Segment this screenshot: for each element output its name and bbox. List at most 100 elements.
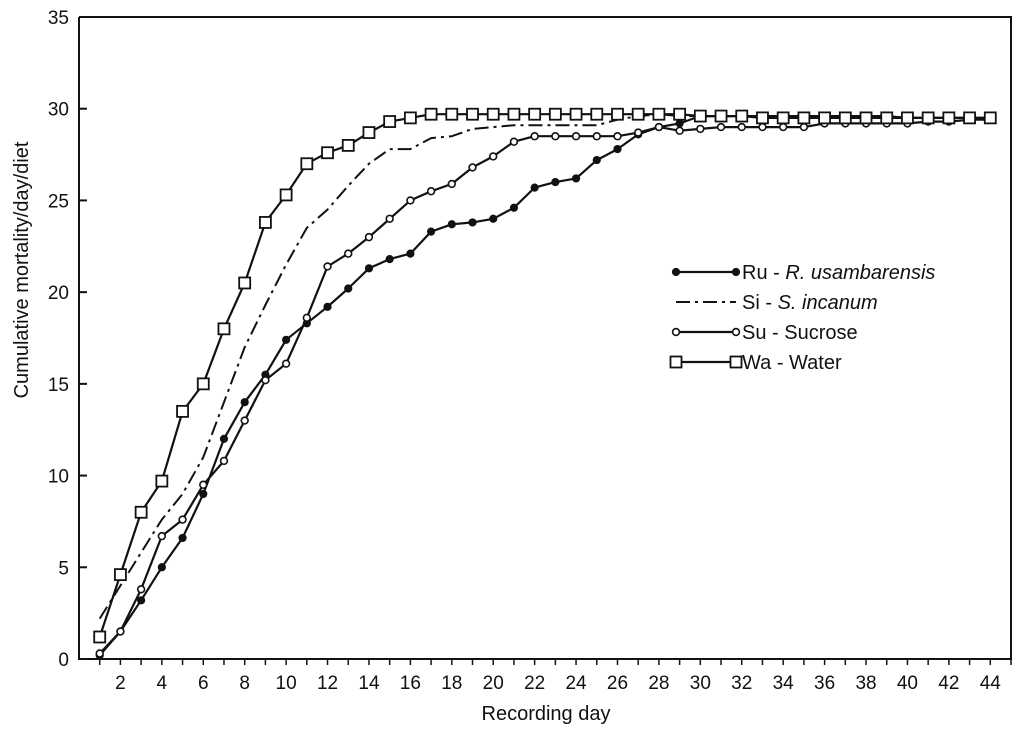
data-point <box>611 107 624 121</box>
x-tick-label: 26 <box>607 673 628 694</box>
data-point <box>219 456 229 466</box>
data-point <box>344 249 353 258</box>
data-point <box>176 404 189 418</box>
data-point <box>921 111 935 125</box>
data-point <box>406 196 415 205</box>
data-point <box>406 249 415 258</box>
data-point <box>696 124 705 134</box>
x-tick-label: 38 <box>855 673 876 694</box>
data-point <box>737 122 746 132</box>
data-point <box>571 174 581 183</box>
data-point <box>364 264 374 273</box>
series-line <box>98 118 991 655</box>
data-point <box>385 214 394 223</box>
data-point <box>93 630 107 644</box>
x-tick-label: 2 <box>115 673 126 694</box>
data-point <box>261 375 270 385</box>
legend-item-si: Si - S. incanum <box>676 292 878 314</box>
data-point <box>859 111 873 125</box>
data-point <box>447 220 456 229</box>
data-point <box>383 115 397 128</box>
data-point <box>528 107 542 121</box>
data-point <box>880 111 894 125</box>
x-tick-label: 10 <box>276 673 297 694</box>
data-point <box>799 122 809 132</box>
data-point <box>731 327 741 337</box>
data-point <box>321 146 334 160</box>
data-point <box>447 179 456 189</box>
data-point <box>136 585 146 594</box>
data-point <box>631 107 645 121</box>
data-point <box>675 119 684 128</box>
data-point <box>654 122 664 132</box>
data-point <box>693 109 707 123</box>
data-point <box>155 474 169 488</box>
data-point <box>818 111 831 125</box>
data-point <box>137 596 146 605</box>
data-point <box>302 313 312 323</box>
data-point <box>489 214 498 223</box>
data-point <box>468 218 477 227</box>
x-axis-title: Recording day <box>482 703 611 725</box>
data-point <box>590 107 604 121</box>
legend-item-wa: Wa - Water <box>669 352 842 374</box>
data-point <box>569 107 583 121</box>
data-point <box>362 126 376 139</box>
x-tick-label: 12 <box>317 673 338 694</box>
data-point <box>240 416 249 425</box>
series-su <box>95 115 995 658</box>
data-point <box>716 122 726 132</box>
data-point <box>219 434 229 443</box>
x-tick-label: 8 <box>239 673 250 694</box>
data-point <box>489 152 498 161</box>
data-point <box>217 322 231 336</box>
data-point <box>509 203 519 212</box>
data-point <box>466 107 479 121</box>
data-point <box>671 267 681 277</box>
y-tick-label: 10 <box>48 467 69 488</box>
x-tick-label: 4 <box>157 673 168 694</box>
data-point <box>548 107 562 121</box>
data-point <box>731 267 741 277</box>
data-point <box>426 187 436 196</box>
legend-label: Ru - R. usambarensis <box>742 262 935 284</box>
series-line <box>98 113 991 620</box>
data-point <box>323 262 332 271</box>
data-point <box>507 107 521 121</box>
x-tick-label: 44 <box>980 673 1002 694</box>
data-point <box>468 163 477 172</box>
data-point <box>486 107 500 121</box>
x-tick-label: 14 <box>358 673 380 694</box>
data-point <box>758 122 767 132</box>
data-point <box>838 111 852 125</box>
data-point <box>281 359 291 368</box>
data-point <box>613 132 622 141</box>
data-point <box>592 155 601 165</box>
data-point <box>445 107 459 121</box>
legend-label: Su - Sucrose <box>742 322 858 344</box>
data-point <box>199 489 208 499</box>
data-point <box>942 111 956 125</box>
data-point <box>756 111 769 125</box>
data-point <box>671 327 681 337</box>
x-tick-label: 20 <box>483 673 504 694</box>
data-point <box>673 107 687 121</box>
data-point <box>279 188 293 202</box>
x-tick-label: 18 <box>441 673 462 694</box>
legend: Ru - R. usambarensis Si - S. incanum Su - … <box>669 262 935 374</box>
data-point <box>571 132 581 141</box>
data-point <box>901 111 914 125</box>
series-ru <box>95 111 995 660</box>
data-point <box>797 111 811 125</box>
x-tick-label: 6 <box>198 673 209 694</box>
x-tick-label: 24 <box>565 673 587 694</box>
data-point <box>178 515 187 524</box>
x-tick-label: 28 <box>648 673 669 694</box>
data-point <box>385 255 394 264</box>
data-point <box>735 109 749 123</box>
y-tick-label: 30 <box>48 100 69 121</box>
data-point <box>341 138 355 152</box>
data-point <box>714 109 728 123</box>
data-point <box>776 111 790 125</box>
